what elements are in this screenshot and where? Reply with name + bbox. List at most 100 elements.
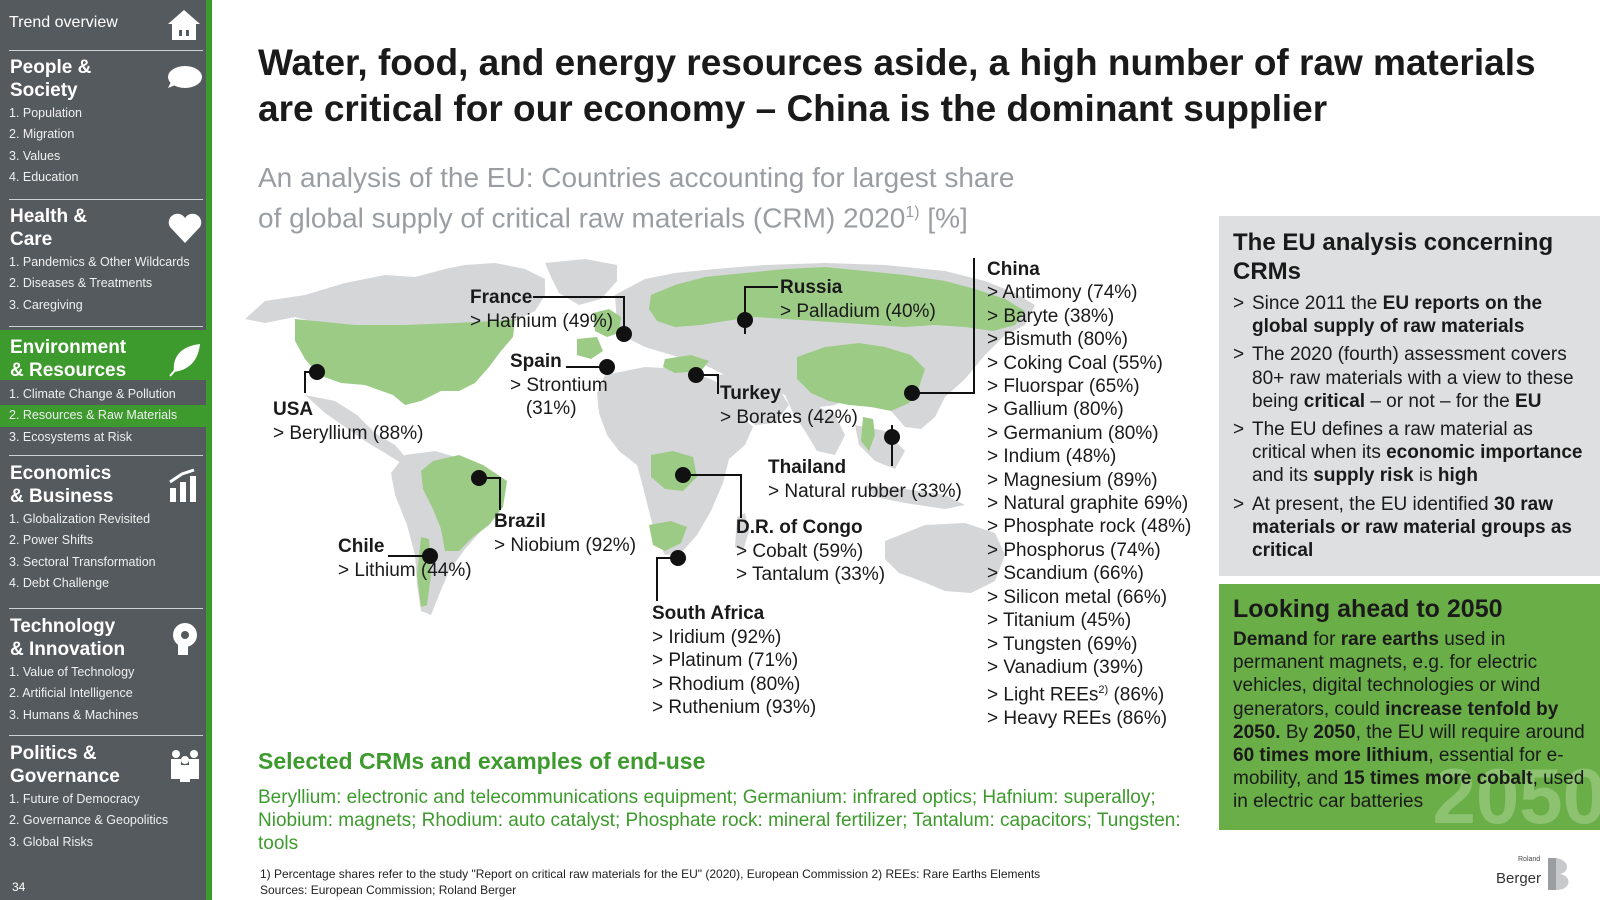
country-name: China <box>987 259 1040 280</box>
label-southafrica: South Africa > Iridium (92%) > Platinum (7… <box>652 602 816 720</box>
sidebar-item[interactable]: 1. Pandemics & Other Wildcards <box>9 255 190 269</box>
material: > Gallium (80%) <box>987 399 1124 421</box>
subtitle-unit: [%] <box>919 202 968 234</box>
sidebar-item[interactable]: 3. Global Risks <box>9 834 94 849</box>
bold-text: rare earths <box>1340 629 1439 650</box>
material: > Lithium (44%) <box>338 559 472 581</box>
sidebar-item[interactable]: 2. Artificial Intelligence <box>9 686 133 701</box>
country-name: Chile <box>338 536 385 557</box>
material: > Rhodium (80%) <box>652 673 801 695</box>
trend-overview-label: Trend overview <box>9 14 118 31</box>
sidebar-item[interactable]: 3. Values <box>9 148 61 163</box>
section-title: Environment & Resources <box>10 337 127 381</box>
text: , essential for e-mobility, and <box>1233 745 1564 790</box>
people-group-icon <box>171 750 199 782</box>
text: is <box>1413 465 1438 487</box>
sidebar-item[interactable]: 2. Governance & Geopolitics <box>9 813 169 828</box>
label-france: France > Hafnium (49%) <box>470 286 613 333</box>
divider <box>9 455 203 456</box>
bold-text: increase tenfold by 2050. <box>1233 698 1559 743</box>
sidebar-item-active[interactable]: 2. Resources & Raw Materials <box>0 405 206 427</box>
sidebar-item[interactable]: 1. Future of Democracy <box>9 792 140 806</box>
material: > Heavy REEs (86%) <box>987 708 1168 730</box>
text: – or not – for the <box>1365 390 1516 412</box>
page-number: 34 <box>12 880 26 894</box>
section-title: People & Society <box>10 57 92 101</box>
leaf-icon <box>169 344 200 377</box>
active-section-band <box>0 330 206 380</box>
divider <box>9 608 203 609</box>
country-name: Brazil <box>494 511 546 532</box>
page-title: Water, food, and energy resources aside,… <box>258 42 1536 129</box>
subtitle-footnote-ref: 1) <box>905 204 920 221</box>
sidebar-item[interactable]: 3. Humans & Machines <box>9 707 139 722</box>
material: > Borates (42%) <box>720 406 858 428</box>
material-text: (86%) <box>1108 684 1165 706</box>
material: > Fluorspar (65%) <box>987 376 1140 398</box>
label-brazil: Brazil > Niobium (92%) <box>494 510 636 557</box>
material: > Platinum (71%) <box>652 650 799 671</box>
material: > Natural rubber (33%) <box>768 480 962 502</box>
bold-text: supply risk <box>1313 465 1414 487</box>
material: > Germanium (80%) <box>987 422 1159 444</box>
trend-overview-link[interactable]: Trend overview <box>0 0 206 50</box>
material: > Tungsten (69%) <box>987 633 1138 655</box>
text: , the EU will require around <box>1355 721 1585 743</box>
eu-box-heading: The EU analysis concerning CRMs <box>1233 229 1554 285</box>
sidebar-item[interactable]: 1. Globalization Revisited <box>9 512 151 526</box>
text: and its <box>1252 465 1314 487</box>
divider <box>9 50 203 51</box>
material: > Tantalum (33%) <box>736 564 886 585</box>
sidebar-item[interactable]: 2. Diseases & Treatments <box>9 276 153 291</box>
country-name: USA <box>273 399 314 420</box>
sidebar-item[interactable]: 2. Migration <box>9 127 75 142</box>
page-subtitle: An analysis of the EU: Countries account… <box>258 160 1058 235</box>
crm-heading: Selected CRMs and examples of end-use <box>258 748 706 774</box>
text: used in permanent magnets, e.g. for elec… <box>1233 629 1541 720</box>
sidebar-item[interactable]: 1. Climate Change & Pollution <box>9 387 176 401</box>
bullet: Since 2011 the EU reports on the global … <box>1233 292 1586 338</box>
material: > Silicon metal (66%) <box>987 586 1168 608</box>
text: At present, the EU identified <box>1252 493 1494 515</box>
bold-text: critical <box>1303 390 1366 412</box>
bold-text: high <box>1437 465 1478 487</box>
material: > Cobalt (59%) <box>736 540 864 562</box>
material: > Bismuth (80%) <box>987 329 1128 351</box>
sidebar-item[interactable]: 3. Sectoral Transformation <box>9 554 156 569</box>
sidebar-item[interactable]: 4. Debt Challenge <box>9 576 110 591</box>
sidebar-item[interactable]: 1. Value of Technology <box>9 665 135 679</box>
outlook-2050-box: 2050 Looking ahead to 2050 Demand for ra… <box>1219 584 1600 830</box>
text: , used in electric car batteries <box>1233 768 1585 813</box>
people-icon <box>168 66 202 88</box>
logo-big-text: Berger <box>1496 870 1542 887</box>
text: By <box>1280 721 1314 743</box>
material: > Baryte (38%) <box>987 305 1115 327</box>
sidebar-item[interactable]: 4. Education <box>9 170 79 185</box>
sidebar-item[interactable]: 3. Ecosystems at Risk <box>9 429 132 444</box>
bold-text: 60 times more lithium <box>1233 745 1429 767</box>
material: > Ruthenium (93%) <box>652 697 817 718</box>
text: The 2020 (fourth) assessment covers 80+ … <box>1252 344 1574 412</box>
section-title: Politics & Governance <box>10 743 120 787</box>
sidebar-item[interactable]: 2. Power Shifts <box>9 533 94 548</box>
divider <box>9 735 203 736</box>
sidebar-item[interactable]: 3. Caregiving <box>9 297 83 312</box>
label-china: China > Antimony (74%) > Baryte (38%) > … <box>987 258 1191 730</box>
outlook-heading: Looking ahead to 2050 <box>1233 595 1503 623</box>
country-name: South Africa <box>652 603 765 624</box>
gear-head-icon <box>173 623 197 655</box>
sidebar-item[interactable]: 1. Population <box>9 106 82 120</box>
material: > Strontium <box>510 374 608 396</box>
material: > Phosphorus (74%) <box>987 539 1161 561</box>
material-light-rees: > Light REEs2) (86%) <box>987 679 1191 707</box>
chart-growth-icon <box>169 468 196 502</box>
bold-text: Demand <box>1233 629 1308 650</box>
country-name: Turkey <box>720 383 781 404</box>
label-turkey: Turkey > Borates (42%) <box>720 382 858 429</box>
home-icon[interactable] <box>166 8 202 42</box>
material: > Indium (48%) <box>987 446 1117 468</box>
material: > Antimony (74%) <box>987 282 1138 304</box>
material: > Beryllium (88%) <box>273 422 424 444</box>
watermark-2050: 2050 <box>1432 752 1600 830</box>
material: > Vanadium (39%) <box>987 656 1144 678</box>
